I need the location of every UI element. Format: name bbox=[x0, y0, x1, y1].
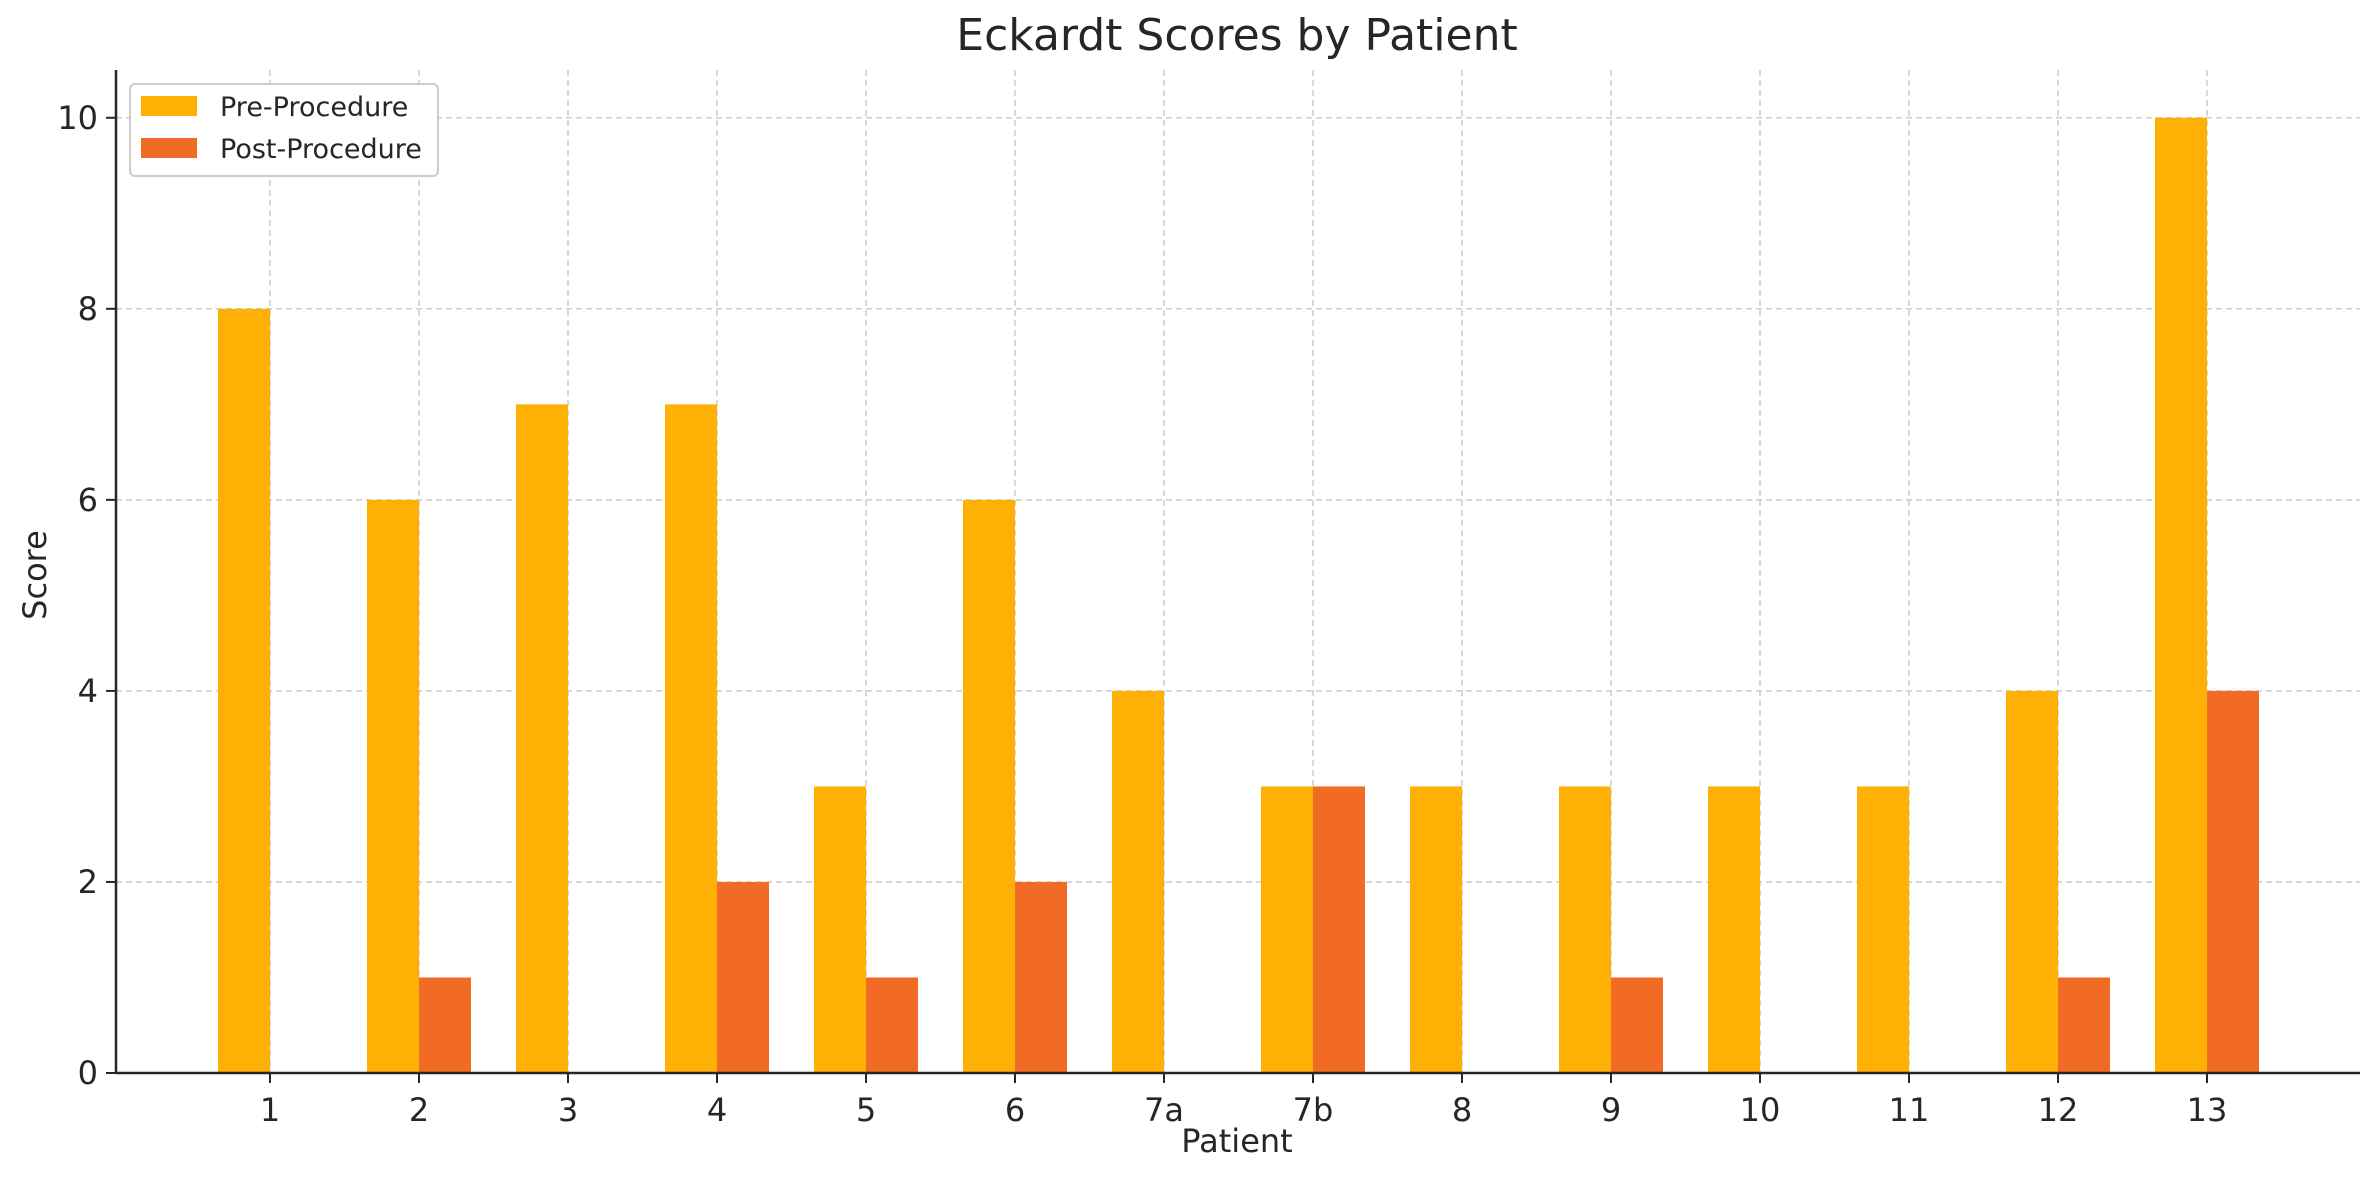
x-tick-label: 5 bbox=[856, 1091, 876, 1129]
bar-pre-procedure-12 bbox=[2006, 690, 2058, 1073]
x-tick-label: 4 bbox=[707, 1091, 727, 1129]
x-tick-label: 12 bbox=[2038, 1091, 2079, 1129]
bar-post-procedure-5 bbox=[866, 977, 918, 1073]
x-tick-label: 3 bbox=[558, 1091, 578, 1129]
x-tick-label: 13 bbox=[2187, 1091, 2228, 1129]
y-tick-label: 0 bbox=[78, 1054, 98, 1092]
y-axis-label: Score bbox=[16, 530, 54, 620]
bar-pre-procedure-3 bbox=[516, 404, 568, 1073]
bar-post-procedure-4 bbox=[717, 881, 769, 1073]
bar-pre-procedure-2 bbox=[367, 499, 419, 1073]
x-tick-label: 11 bbox=[1889, 1091, 1930, 1129]
axes-layer bbox=[114, 70, 2360, 1075]
bar-post-procedure-7b bbox=[1313, 786, 1365, 1073]
legend-label-post-procedure: Post-Procedure bbox=[220, 134, 422, 165]
bar-pre-procedure-7a bbox=[1112, 690, 1164, 1073]
y-tick-label: 2 bbox=[78, 863, 98, 901]
y-tick-label: 6 bbox=[78, 481, 98, 519]
y-tick-label: 8 bbox=[78, 290, 98, 328]
x-tick-label: 9 bbox=[1601, 1091, 1621, 1129]
bar-post-procedure-12 bbox=[2058, 977, 2110, 1073]
bar-pre-procedure-11 bbox=[1857, 786, 1909, 1073]
bar-post-procedure-9 bbox=[1611, 977, 1663, 1073]
legend: Pre-Procedure Post-Procedure bbox=[129, 83, 439, 177]
bar-post-procedure-13 bbox=[2207, 690, 2259, 1073]
bars-layer bbox=[218, 117, 2259, 1073]
bar-pre-procedure-4 bbox=[665, 404, 717, 1073]
bar-pre-procedure-13 bbox=[2155, 117, 2207, 1073]
bar-post-procedure-6 bbox=[1015, 881, 1067, 1073]
bar-post-procedure-2 bbox=[419, 977, 471, 1073]
x-tick-label: 7a bbox=[1144, 1091, 1184, 1129]
x-tick-label: 7b bbox=[1293, 1091, 1334, 1129]
legend-frame bbox=[129, 83, 439, 177]
legend-swatch-post-procedure bbox=[141, 138, 197, 158]
y-tick-label: 4 bbox=[78, 672, 98, 710]
legend-swatch-pre-procedure bbox=[141, 96, 197, 116]
x-tick-label: 8 bbox=[1452, 1091, 1472, 1129]
x-tick-label: 10 bbox=[1740, 1091, 1781, 1129]
bar-pre-procedure-9 bbox=[1559, 786, 1611, 1073]
bar-pre-procedure-6 bbox=[963, 499, 1015, 1073]
bar-pre-procedure-5 bbox=[814, 786, 866, 1073]
bar-pre-procedure-1 bbox=[218, 308, 270, 1073]
x-tick-label: 1 bbox=[260, 1091, 280, 1129]
bar-pre-procedure-7b bbox=[1261, 786, 1313, 1073]
legend-label-pre-procedure: Pre-Procedure bbox=[220, 92, 408, 123]
x-tick-label: 2 bbox=[409, 1091, 429, 1129]
chart-title: Eckardt Scores by Patient bbox=[956, 10, 1517, 61]
y-tick-label: 10 bbox=[57, 99, 98, 137]
x-tick-label: 6 bbox=[1005, 1091, 1025, 1129]
bar-pre-procedure-8 bbox=[1410, 786, 1462, 1073]
bar-pre-procedure-10 bbox=[1708, 786, 1760, 1073]
x-axis-label: Patient bbox=[1181, 1122, 1292, 1160]
